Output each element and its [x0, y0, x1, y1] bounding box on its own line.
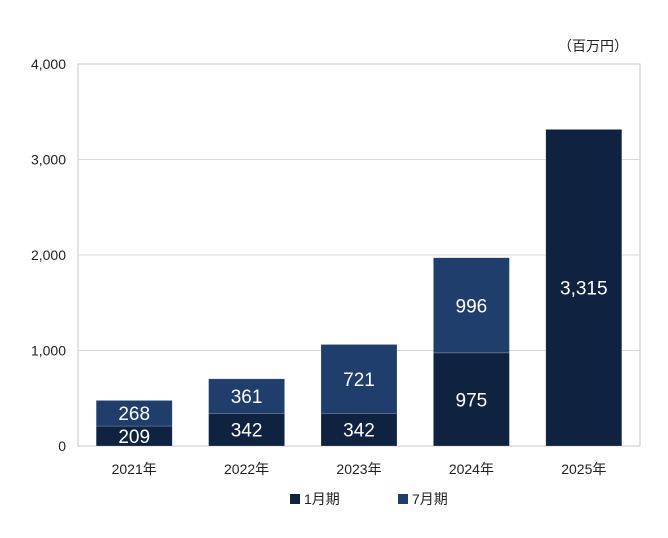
bar-segment	[320, 413, 398, 447]
bar-value-label: 209	[118, 427, 150, 448]
x-axis-ticks: 2021年 2022年 2023年 2024年 2025年	[112, 461, 607, 477]
bar-segment	[545, 129, 623, 447]
x-tick-label: 2023年	[336, 461, 381, 477]
bar-value-label: 268	[118, 404, 150, 425]
x-tick-label: 2021年	[112, 461, 157, 477]
bar-value-label: 996	[456, 296, 488, 317]
y-tick-label: 2,000	[31, 247, 66, 263]
y-tick-label: 1,000	[31, 343, 66, 359]
x-tick-label: 2025年	[561, 461, 606, 477]
x-tick-label: 2022年	[224, 461, 269, 477]
bar-value-label: 975	[456, 390, 488, 411]
bar-value-label: 721	[343, 370, 375, 391]
bar-segment	[320, 344, 398, 414]
y-axis-ticks: 0 1,000 2,000 3,000 4,000	[31, 56, 66, 454]
legend: 1月期 7月期	[290, 491, 448, 507]
legend-label: 7月期	[412, 491, 448, 507]
legend-label: 1月期	[304, 491, 340, 507]
bar-segment	[433, 257, 510, 354]
unit-label: （百万円）	[558, 38, 628, 54]
bar-segment	[433, 352, 510, 447]
x-tick-label: 2024年	[449, 461, 494, 477]
y-tick-label: 0	[58, 438, 66, 454]
legend-swatch	[398, 494, 408, 504]
bar-value-label: 342	[231, 421, 263, 442]
bar-segment	[208, 413, 285, 447]
y-tick-label: 3,000	[31, 152, 66, 168]
bar-value-label: 342	[343, 421, 375, 442]
bar-segment	[95, 400, 173, 427]
bar-segment	[208, 378, 285, 414]
bar-value-label: 3,315	[560, 279, 608, 300]
y-tick-label: 4,000	[31, 56, 66, 72]
legend-swatch	[290, 494, 300, 504]
bar-value-label: 361	[231, 387, 263, 408]
